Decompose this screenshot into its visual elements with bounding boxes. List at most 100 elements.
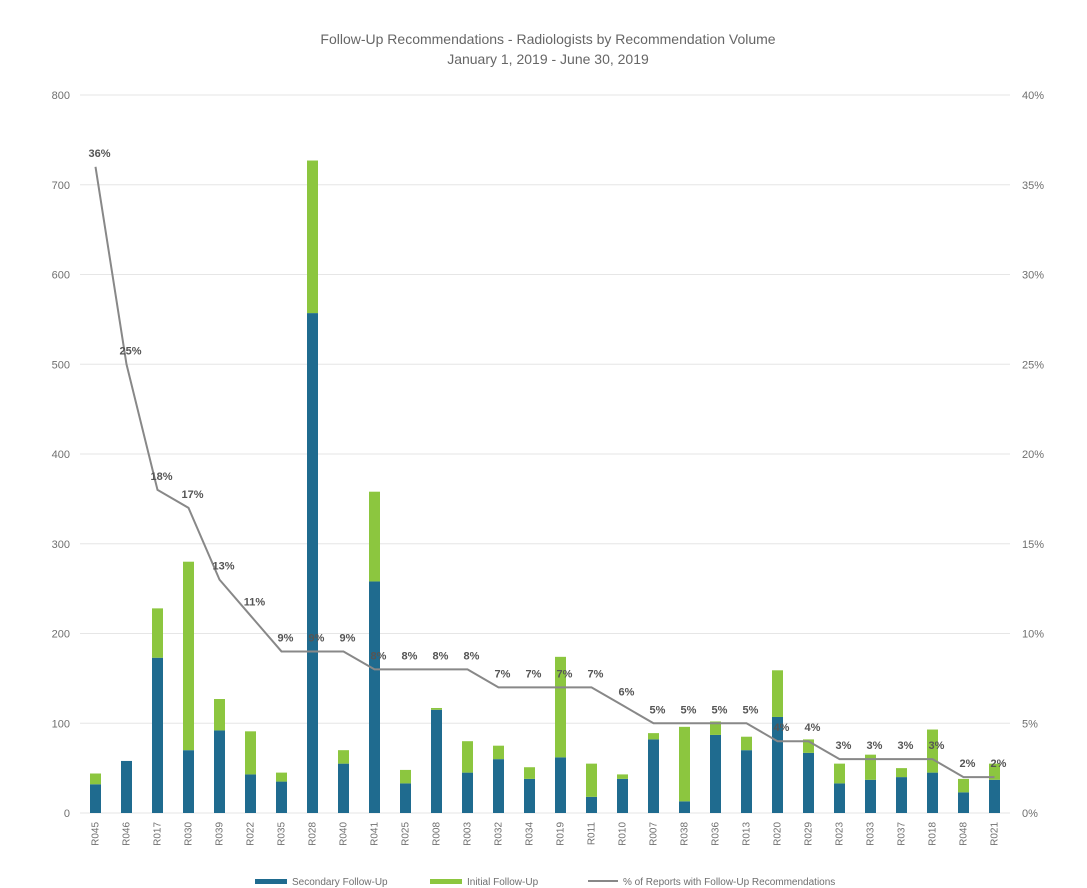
right-tick-label: 0%: [1022, 808, 1038, 820]
x-tick-label: R029: [804, 822, 815, 846]
chart-subtitle: January 1, 2019 - June 30, 2019: [447, 51, 649, 67]
bar-initial-R007: [648, 733, 659, 740]
right-tick-label: 15%: [1022, 539, 1044, 551]
right-tick-label: 20%: [1022, 449, 1044, 461]
left-axis-ticks: 0 100 200 300 400 500 600 700 800: [52, 90, 70, 820]
left-tick-label: 200: [52, 629, 70, 641]
bar-secondary-R040: [338, 763, 349, 813]
chart-title: Follow-Up Recommendations - Radiologists…: [320, 31, 775, 47]
x-tick-label: R036: [711, 822, 722, 846]
x-tick-label: R008: [432, 822, 443, 846]
bar-initial-R039: [214, 699, 225, 731]
percent-data-label: 18%: [150, 471, 172, 483]
x-tick-label: R048: [959, 822, 970, 846]
bar-secondary-R007: [648, 739, 659, 813]
gridlines: [80, 94, 1010, 814]
x-tick-label: R034: [525, 822, 536, 846]
bar-secondary-R023: [834, 783, 845, 813]
bar-secondary-R030: [183, 750, 194, 813]
bar-initial-R022: [245, 731, 256, 775]
right-axis-ticks: 0% 5% 10% 15% 20% 25% 30% 35% 40%: [1022, 90, 1044, 820]
bar-initial-R017: [152, 608, 163, 658]
percent-data-label: 8%: [464, 650, 480, 662]
bar-secondary-R036: [710, 734, 721, 813]
bar-secondary-R034: [524, 778, 535, 813]
bar-initial-R025: [400, 769, 411, 784]
percent-data-label: 2%: [960, 758, 976, 770]
left-tick-label: 0: [64, 808, 70, 820]
legend-swatch-initial: [430, 879, 462, 884]
x-tick-label: R020: [773, 822, 784, 846]
bar-secondary-R035: [276, 781, 287, 813]
percent-line-layer: [94, 166, 995, 779]
x-tick-label: R033: [866, 822, 877, 846]
percent-data-label: 4%: [805, 722, 821, 734]
left-tick-label: 100: [52, 718, 70, 730]
percent-data-label: 8%: [402, 650, 418, 662]
percent-data-label: 9%: [278, 632, 294, 644]
bar-initial-R011: [586, 763, 597, 797]
bar-secondary-R013: [741, 750, 752, 813]
percent-data-label: 2%: [991, 758, 1007, 770]
bar-secondary-R029: [803, 752, 814, 813]
percent-data-label: 7%: [495, 668, 511, 680]
percent-line: [94, 166, 995, 779]
percent-data-label: 5%: [650, 704, 666, 716]
x-tick-label: R017: [153, 822, 164, 846]
legend-swatch-secondary: [255, 879, 287, 884]
percent-data-label: 7%: [557, 668, 573, 680]
bar-secondary-R028: [307, 313, 318, 813]
percent-data-label: 3%: [898, 740, 914, 752]
bar-initial-R013: [741, 736, 752, 751]
x-tick-label: R010: [618, 822, 629, 846]
x-tick-label: R025: [401, 822, 412, 846]
bar-initial-R034: [524, 767, 535, 779]
bar-secondary-R045: [90, 784, 101, 813]
bar-initial-R037: [896, 768, 907, 778]
right-tick-label: 25%: [1022, 359, 1044, 371]
legend: Secondary Follow-Up Initial Follow-Up % …: [255, 877, 835, 888]
x-tick-label: R040: [339, 822, 350, 846]
bar-secondary-R017: [152, 657, 163, 813]
bar-initial-R030: [183, 561, 194, 751]
x-tick-label: R023: [835, 822, 846, 846]
percent-data-label: 7%: [588, 668, 604, 680]
percent-data-label: 11%: [244, 597, 266, 609]
bar-secondary-R008: [431, 709, 442, 813]
x-tick-label: R039: [215, 822, 226, 846]
x-axis-ticks: R045 R046 R017 R030 R039 R022 R035 R028 R040 R041…: [91, 822, 1001, 846]
percent-data-label: 17%: [181, 489, 203, 501]
legend-label-secondary: Secondary Follow-Up: [292, 877, 388, 888]
bar-initial-R035: [276, 772, 287, 782]
bar-secondary-R021: [989, 779, 1000, 813]
percent-data-label: 5%: [743, 704, 759, 716]
right-tick-label: 5%: [1022, 718, 1038, 730]
x-tick-label: R045: [91, 822, 102, 846]
left-tick-label: 400: [52, 449, 70, 461]
x-tick-label: R046: [122, 822, 133, 846]
percent-data-label: 25%: [119, 345, 141, 357]
bar-secondary-R032: [493, 759, 504, 813]
bar-initial-R018: [927, 729, 938, 773]
bars: [90, 160, 1000, 813]
right-tick-label: 30%: [1022, 270, 1044, 282]
bar-secondary-R048: [958, 792, 969, 813]
left-tick-label: 300: [52, 539, 70, 551]
bar-secondary-R046: [121, 760, 132, 813]
bar-secondary-R033: [865, 779, 876, 813]
percent-data-label: 7%: [526, 668, 542, 680]
bar-initial-R021: [989, 763, 1000, 780]
x-tick-label: R030: [184, 822, 195, 846]
legend-label-percent: % of Reports with Follow-Up Recommendati…: [623, 877, 835, 888]
percent-labels: 36% 25% 18% 17% 13% 11% 9% 9% 9% 8% 8% 8% 8% 7% 7% 7% 7%…: [88, 148, 1006, 770]
x-tick-label: R021: [990, 822, 1001, 846]
bar-initial-R045: [90, 773, 101, 785]
x-tick-label: R007: [649, 822, 660, 846]
x-tick-label: R013: [742, 822, 753, 846]
x-tick-label: R032: [494, 822, 505, 846]
percent-data-label: 6%: [619, 686, 635, 698]
percent-data-label: 3%: [836, 740, 852, 752]
bar-secondary-R003: [462, 772, 473, 813]
right-tick-label: 35%: [1022, 180, 1044, 192]
